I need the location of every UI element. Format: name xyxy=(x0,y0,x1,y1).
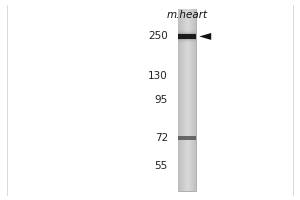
Bar xyxy=(178,9,196,191)
Bar xyxy=(178,33,196,40)
Text: 130: 130 xyxy=(148,71,168,81)
Bar xyxy=(189,9,190,191)
Bar xyxy=(178,34,196,39)
Bar xyxy=(185,9,186,191)
Bar xyxy=(191,9,192,191)
Bar xyxy=(178,33,196,40)
Bar xyxy=(178,34,196,39)
Bar xyxy=(178,9,179,191)
Bar xyxy=(178,31,196,42)
Bar xyxy=(195,9,196,191)
Bar xyxy=(183,9,184,191)
Bar xyxy=(178,34,196,39)
Bar xyxy=(180,9,181,191)
Bar xyxy=(188,9,189,191)
Bar xyxy=(178,30,196,43)
Bar xyxy=(179,9,180,191)
Bar xyxy=(194,9,195,191)
Bar xyxy=(178,32,196,41)
Text: 55: 55 xyxy=(155,161,168,171)
Text: 95: 95 xyxy=(155,95,168,105)
Bar xyxy=(178,32,196,41)
Text: 72: 72 xyxy=(155,133,168,143)
Bar xyxy=(192,9,193,191)
Bar xyxy=(193,9,194,191)
Bar xyxy=(178,29,196,44)
Polygon shape xyxy=(199,33,211,40)
Bar xyxy=(181,9,182,191)
Text: m.heart: m.heart xyxy=(167,10,208,20)
Bar xyxy=(186,9,187,191)
Bar xyxy=(190,9,191,191)
Bar xyxy=(178,30,196,43)
Bar xyxy=(178,29,196,43)
Bar xyxy=(178,136,196,140)
Bar xyxy=(178,31,196,42)
Bar xyxy=(184,9,185,191)
Bar xyxy=(182,9,183,191)
Bar xyxy=(187,9,188,191)
Text: 250: 250 xyxy=(148,31,168,41)
